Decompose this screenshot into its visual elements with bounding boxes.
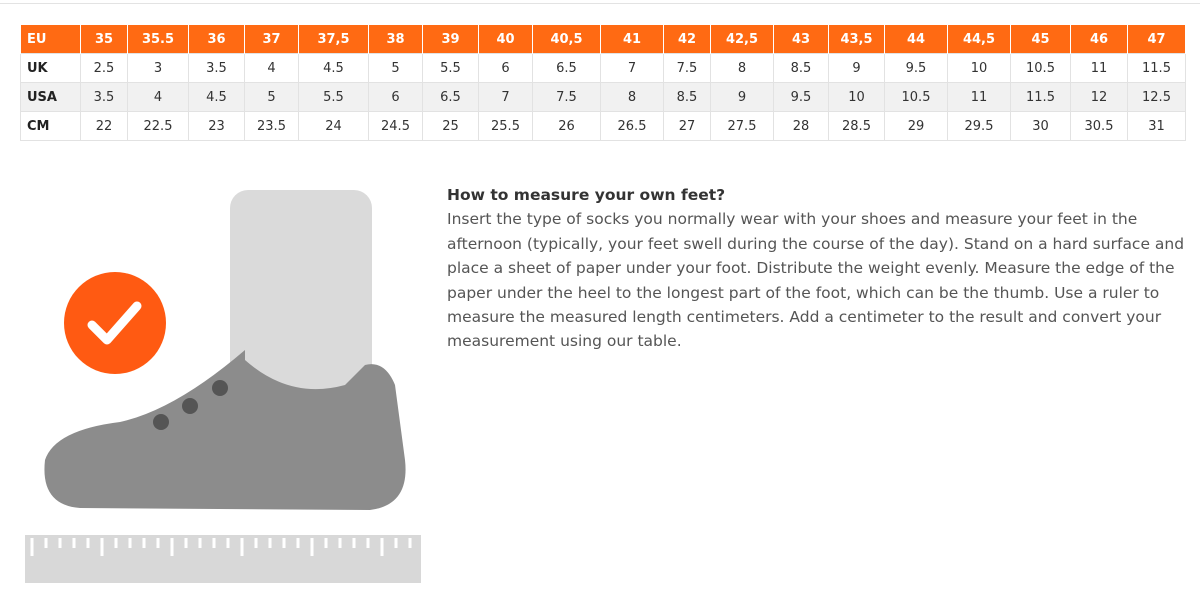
size-cell: 10 (947, 53, 1011, 83)
size-cell: 41 (600, 25, 664, 54)
size-cell: 9.5 (884, 53, 948, 83)
row-label: USA (20, 82, 81, 112)
size-cell: 8.5 (663, 82, 711, 112)
size-cell: 27.5 (710, 111, 774, 141)
illustration (25, 190, 421, 583)
size-cell: 47 (1127, 25, 1186, 54)
size-cell: 10 (828, 82, 885, 112)
size-cell: 4.5 (298, 53, 369, 83)
size-cell: 29 (884, 111, 948, 141)
size-cell: 22 (80, 111, 128, 141)
size-cell: 5.5 (422, 53, 479, 83)
size-cell: 25.5 (478, 111, 533, 141)
size-cell: 3.5 (80, 82, 128, 112)
size-cell: 40,5 (532, 25, 601, 54)
size-cell: 7 (600, 53, 664, 83)
size-cell: 37 (244, 25, 299, 54)
guide-title: How to measure your own feet? (447, 186, 726, 204)
size-cell: 6 (368, 82, 423, 112)
size-cell: 38 (368, 25, 423, 54)
size-cell: 5 (368, 53, 423, 83)
size-cell: 3 (127, 53, 189, 83)
size-row: CM 22 22.5 23 23.5 24 24.5 25 25.5 26 26.5 27 27.5 28… (20, 111, 1186, 141)
size-cell: 26 (532, 111, 601, 141)
size-cell: 29.5 (947, 111, 1011, 141)
size-cell: 44,5 (947, 25, 1011, 54)
size-cell: 36 (188, 25, 245, 54)
size-cell: 2.5 (80, 53, 128, 83)
size-cell: 44 (884, 25, 948, 54)
size-cell: 11.5 (1127, 53, 1186, 83)
size-cell: 25 (422, 111, 479, 141)
size-cell: 11.5 (1010, 82, 1071, 112)
size-cell: 42,5 (710, 25, 774, 54)
size-cell: 12 (1070, 82, 1128, 112)
size-cell: 11 (947, 82, 1011, 112)
size-cell: 45 (1010, 25, 1071, 54)
row-label: EU (20, 25, 81, 54)
row-label: CM (20, 111, 81, 141)
size-cell: 5 (244, 82, 299, 112)
size-cell: 6.5 (422, 82, 479, 112)
size-cell: 11 (1070, 53, 1128, 83)
size-cell: 27 (663, 111, 711, 141)
size-cell: 3.5 (188, 53, 245, 83)
guide: How to measure your own feet? Insert the… (447, 183, 1192, 354)
size-cell: 9 (828, 53, 885, 83)
size-cell: 4.5 (188, 82, 245, 112)
size-cell: 5.5 (298, 82, 369, 112)
size-cell: 7.5 (532, 82, 601, 112)
size-cell: 4 (127, 82, 189, 112)
size-cell: 35.5 (127, 25, 189, 54)
size-cell: 7.5 (663, 53, 711, 83)
size-cell: 28.5 (828, 111, 885, 141)
size-cell: 23.5 (244, 111, 299, 141)
size-cell: 40 (478, 25, 533, 54)
header-row: EU 35 35.5 36 37 37,5 38 39 40 40,5 41 42 42,5 43 43,5… (20, 25, 1186, 54)
size-cell: 39 (422, 25, 479, 54)
size-cell: 6.5 (532, 53, 601, 83)
size-cell: 6 (478, 53, 533, 83)
size-cell: 23 (188, 111, 245, 141)
size-row: UK 2.5 3 3.5 4 4.5 5 5.5 6 6.5 7 7.5 8 8.5 9 9.5 10 10.5 1… (20, 53, 1186, 83)
size-cell: 35 (80, 25, 128, 54)
size-cell: 30.5 (1070, 111, 1128, 141)
size-table: EU 35 35.5 36 37 37,5 38 39 40 40,5 41 42 42,5 43 43,5… (20, 25, 1186, 141)
divider (0, 3, 1200, 4)
size-cell: 9.5 (773, 82, 829, 112)
size-cell: 24 (298, 111, 369, 141)
size-cell: 22.5 (127, 111, 189, 141)
size-cell: 7 (478, 82, 533, 112)
size-cell: 24.5 (368, 111, 423, 141)
size-cell: 43,5 (828, 25, 885, 54)
size-cell: 12.5 (1127, 82, 1186, 112)
size-cell: 37,5 (298, 25, 369, 54)
size-cell: 30 (1010, 111, 1071, 141)
size-cell: 8 (710, 53, 774, 83)
size-cell: 8.5 (773, 53, 829, 83)
size-cell: 26.5 (600, 111, 664, 141)
row-label: UK (20, 53, 81, 83)
size-cell: 42 (663, 25, 711, 54)
size-cell: 8 (600, 82, 664, 112)
size-cell: 28 (773, 111, 829, 141)
size-cell: 31 (1127, 111, 1186, 141)
size-cell: 4 (244, 53, 299, 83)
size-row: USA 3.5 4 4.5 5 5.5 6 6.5 7 7.5 8 8.5 9 9.5 10 10.5 11 11… (20, 82, 1186, 112)
size-cell: 46 (1070, 25, 1128, 54)
size-cell: 10.5 (1010, 53, 1071, 83)
size-cell: 10.5 (884, 82, 948, 112)
size-cell: 9 (710, 82, 774, 112)
size-cell: 43 (773, 25, 829, 54)
guide-text: Insert the type of socks you normally we… (447, 210, 1185, 351)
